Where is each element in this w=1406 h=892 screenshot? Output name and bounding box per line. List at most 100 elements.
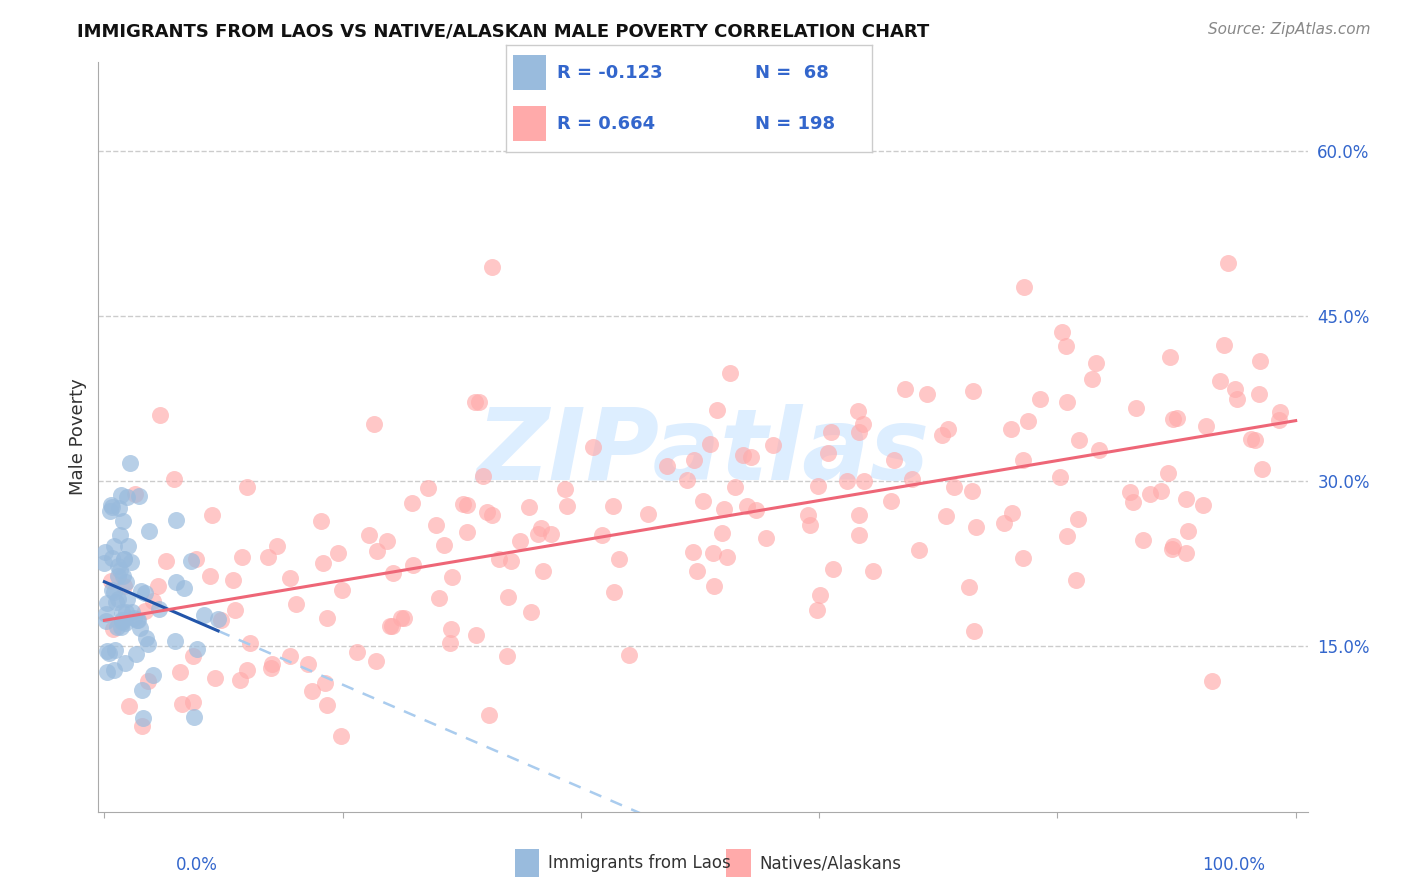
Point xyxy=(110,563,132,577)
Point xyxy=(149,409,172,423)
Point xyxy=(204,671,226,685)
Point xyxy=(198,569,221,583)
Point xyxy=(755,531,778,545)
Point xyxy=(917,387,939,401)
Point xyxy=(478,707,501,722)
Point xyxy=(134,586,156,600)
Point xyxy=(142,594,165,608)
Point xyxy=(186,642,208,657)
Point xyxy=(740,450,762,465)
Point xyxy=(124,486,146,500)
Point xyxy=(207,612,229,626)
Text: N = 198: N = 198 xyxy=(755,115,835,133)
Point xyxy=(1240,433,1263,447)
Point xyxy=(131,719,153,733)
Point xyxy=(111,568,134,582)
Point xyxy=(236,663,259,677)
Point xyxy=(104,642,127,657)
Point xyxy=(1085,356,1108,370)
Bar xyxy=(515,849,540,877)
Point xyxy=(278,571,301,585)
Point xyxy=(96,665,118,679)
Point xyxy=(1161,539,1184,553)
Text: R = 0.664: R = 0.664 xyxy=(557,115,655,133)
Point xyxy=(312,556,335,570)
Point xyxy=(1156,466,1178,480)
Point xyxy=(440,623,463,637)
Point xyxy=(1014,279,1036,293)
Text: 0.0%: 0.0% xyxy=(176,855,218,873)
Point xyxy=(100,498,122,512)
Point xyxy=(363,417,385,431)
Point xyxy=(908,543,931,558)
Point xyxy=(121,605,143,619)
Point xyxy=(163,634,186,648)
Point xyxy=(835,475,858,489)
Point xyxy=(935,509,957,524)
Point xyxy=(239,636,262,650)
Point xyxy=(115,591,138,606)
Point xyxy=(181,649,204,664)
Point xyxy=(602,584,624,599)
Point xyxy=(1056,529,1078,543)
Point xyxy=(806,478,828,492)
Point xyxy=(481,260,503,274)
Point xyxy=(1174,546,1197,560)
Point xyxy=(520,605,543,619)
Text: Natives/Alaskans: Natives/Alaskans xyxy=(759,854,901,872)
Point xyxy=(138,524,160,538)
Point xyxy=(377,533,399,548)
Point xyxy=(602,499,624,513)
Point xyxy=(1226,392,1249,407)
Point xyxy=(112,579,135,593)
Point xyxy=(1243,433,1265,447)
Point xyxy=(1054,339,1077,353)
Point xyxy=(481,508,503,522)
Point xyxy=(110,615,132,629)
Point xyxy=(257,549,280,564)
Point xyxy=(883,452,905,467)
Point xyxy=(401,496,423,510)
Point xyxy=(114,657,136,671)
Point xyxy=(607,552,630,566)
Point xyxy=(129,583,152,598)
Point xyxy=(315,611,337,625)
Point xyxy=(468,395,491,409)
Point xyxy=(297,657,319,671)
Point xyxy=(1056,395,1078,409)
Point xyxy=(817,446,839,460)
Point xyxy=(1212,338,1234,352)
Point xyxy=(112,514,135,528)
Point xyxy=(105,620,128,634)
Point xyxy=(799,518,821,533)
Point xyxy=(142,668,165,682)
Point xyxy=(165,574,187,589)
Point xyxy=(96,607,118,622)
Point xyxy=(330,729,353,743)
Point xyxy=(1122,494,1144,508)
Point xyxy=(330,583,353,598)
Point xyxy=(222,574,245,588)
Point xyxy=(111,605,134,619)
Point xyxy=(1166,411,1188,425)
Point xyxy=(101,551,124,566)
Point xyxy=(94,545,117,559)
Point xyxy=(94,614,117,628)
Point xyxy=(378,619,401,633)
Point xyxy=(394,611,416,625)
Point xyxy=(1049,470,1071,484)
Point xyxy=(682,545,704,559)
Point xyxy=(136,637,159,651)
Point xyxy=(823,562,845,576)
Point xyxy=(1177,524,1199,538)
Point xyxy=(464,394,486,409)
Point xyxy=(848,528,870,542)
Point xyxy=(848,425,870,439)
Point xyxy=(962,624,984,638)
Point xyxy=(1267,413,1289,427)
Point xyxy=(228,673,250,687)
Point xyxy=(472,468,495,483)
Point xyxy=(1119,485,1142,500)
Point xyxy=(309,514,332,528)
Point xyxy=(262,657,284,671)
